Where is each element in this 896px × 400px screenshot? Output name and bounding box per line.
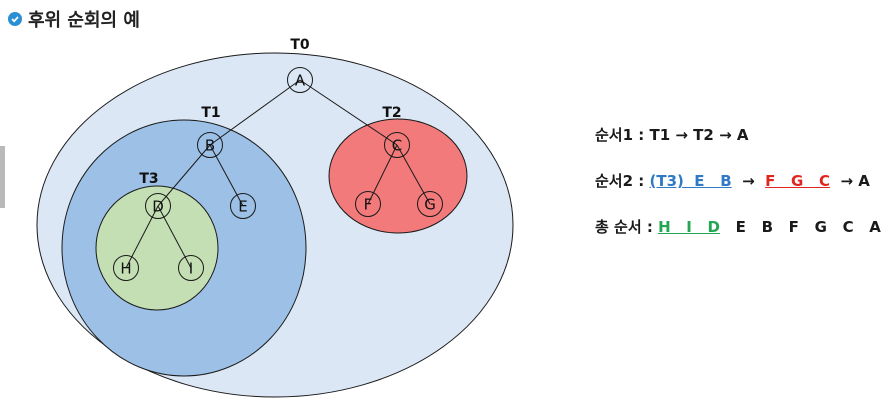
node-a: A bbox=[287, 67, 313, 93]
node-g-label: G bbox=[424, 196, 436, 214]
order1-arrow1: → bbox=[670, 126, 694, 144]
edge-b-d bbox=[157, 144, 211, 207]
edge-b-e bbox=[209, 144, 244, 207]
order2-label: 순서2 : bbox=[595, 172, 650, 190]
section-title: 후위 순회의 예 bbox=[8, 4, 140, 34]
tree-edges bbox=[125, 79, 431, 269]
subtree-t3-label: T3 bbox=[139, 171, 158, 187]
node-d-label: D bbox=[152, 198, 164, 216]
order1-t1: T1 bbox=[649, 126, 671, 144]
node-c: C bbox=[384, 132, 410, 158]
edge-d-h bbox=[125, 205, 159, 269]
order2-arrow2: → bbox=[830, 172, 859, 190]
edge-d-i bbox=[157, 205, 192, 269]
node-h: H bbox=[113, 255, 139, 281]
subtree-t2-region bbox=[328, 118, 468, 234]
subtree-t2-label: T2 bbox=[382, 105, 401, 121]
order2-t3-seq: (T3) E B bbox=[649, 172, 732, 190]
order2-fgc-seq: F G C bbox=[765, 172, 831, 190]
node-g: G bbox=[417, 191, 443, 217]
node-i-label: I bbox=[189, 260, 193, 278]
order-step-2: 순서2 : (T3) E B → F G C → A bbox=[595, 170, 870, 191]
subtree-t0-label: T0 bbox=[290, 37, 310, 53]
edge-c-f bbox=[367, 144, 398, 205]
order-total-rest: E B F G C A bbox=[720, 218, 881, 236]
edge-a-b bbox=[209, 79, 301, 146]
node-a-label: A bbox=[295, 72, 306, 90]
order2-arrow1: → bbox=[731, 172, 766, 190]
node-f-label: F bbox=[364, 196, 373, 214]
node-d: D bbox=[145, 193, 171, 219]
side-scroll-indicator bbox=[0, 146, 5, 208]
subtree-t3-region bbox=[95, 185, 219, 311]
node-e-label: E bbox=[238, 198, 247, 216]
order-step-1: 순서1 : T1 → T2 → A bbox=[595, 124, 748, 145]
edge-c-g bbox=[396, 144, 431, 205]
section-title-text: 후위 순회의 예 bbox=[28, 10, 140, 31]
order1-arrow2: → bbox=[713, 126, 737, 144]
order-total-label: 총 순서 : bbox=[595, 218, 659, 236]
check-bullet-icon bbox=[8, 12, 22, 26]
node-h-label: H bbox=[120, 260, 131, 278]
order1-label: 순서1 : bbox=[595, 126, 650, 144]
order1-t2: T2 bbox=[693, 126, 714, 144]
node-c-label: C bbox=[392, 137, 402, 155]
edge-a-c bbox=[299, 79, 398, 146]
subtree-t1-label: T1 bbox=[201, 105, 220, 121]
order2-a: A bbox=[858, 172, 870, 190]
node-e: E bbox=[230, 193, 256, 219]
node-f: F bbox=[355, 191, 381, 217]
node-b: B bbox=[197, 132, 223, 158]
node-b-label: B bbox=[205, 137, 215, 155]
order1-a: A bbox=[736, 126, 749, 144]
order-total: 총 순서 : H I D E B F G C A bbox=[595, 216, 881, 237]
node-i: I bbox=[178, 255, 204, 281]
order-total-hid-seq: H I D bbox=[658, 218, 720, 236]
